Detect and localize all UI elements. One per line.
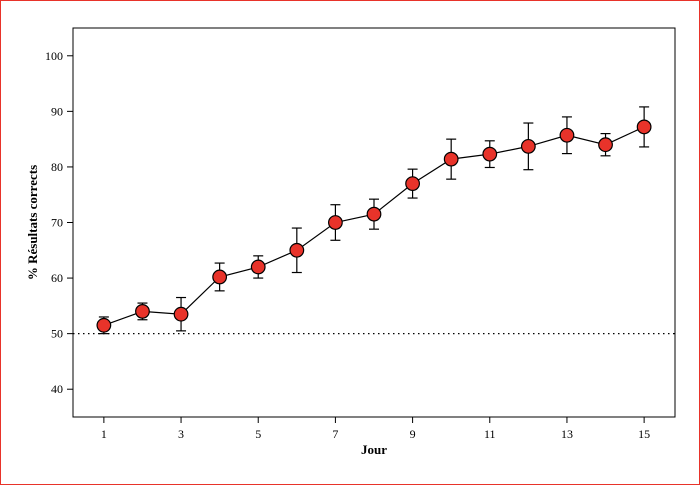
data-point <box>96 317 112 333</box>
x-tick-label: 5 <box>255 427 261 441</box>
data-point <box>482 146 498 162</box>
data-point <box>328 215 343 230</box>
data-point <box>405 176 420 192</box>
y-axis: 40 50 60 70 80 90 100 <box>45 49 73 396</box>
data-point <box>289 242 305 258</box>
data-point <box>559 127 575 143</box>
data-point <box>366 206 382 222</box>
y-tick-label: 80 <box>51 160 63 174</box>
data-point <box>598 137 613 153</box>
data-point <box>135 304 150 319</box>
y-tick-label: 40 <box>51 382 63 396</box>
x-axis-title: Jour <box>361 442 387 457</box>
x-tick-label: 15 <box>638 427 650 441</box>
data-point <box>520 138 536 154</box>
y-axis-title: % Résultats corrects <box>25 165 40 280</box>
x-tick-label: 3 <box>178 427 184 441</box>
y-tick-label: 70 <box>51 216 63 230</box>
y-tick-label: 60 <box>51 271 63 285</box>
x-tick-label: 9 <box>410 427 416 441</box>
data-point <box>212 269 228 285</box>
x-tick-label: 7 <box>332 427 338 441</box>
data-point <box>443 151 459 167</box>
data-point <box>636 119 652 135</box>
x-axis: 1 3 5 7 9 11 13 15 <box>101 417 650 441</box>
x-tick-label: 1 <box>101 427 107 441</box>
y-tick-label: 100 <box>45 49 63 63</box>
x-tick-label: 11 <box>484 427 496 441</box>
data-point <box>173 306 189 322</box>
x-tick-label: 13 <box>561 427 573 441</box>
data-point <box>250 259 266 275</box>
y-tick-label: 50 <box>51 327 63 341</box>
y-tick-label: 90 <box>51 104 63 118</box>
series-layer <box>96 106 652 335</box>
